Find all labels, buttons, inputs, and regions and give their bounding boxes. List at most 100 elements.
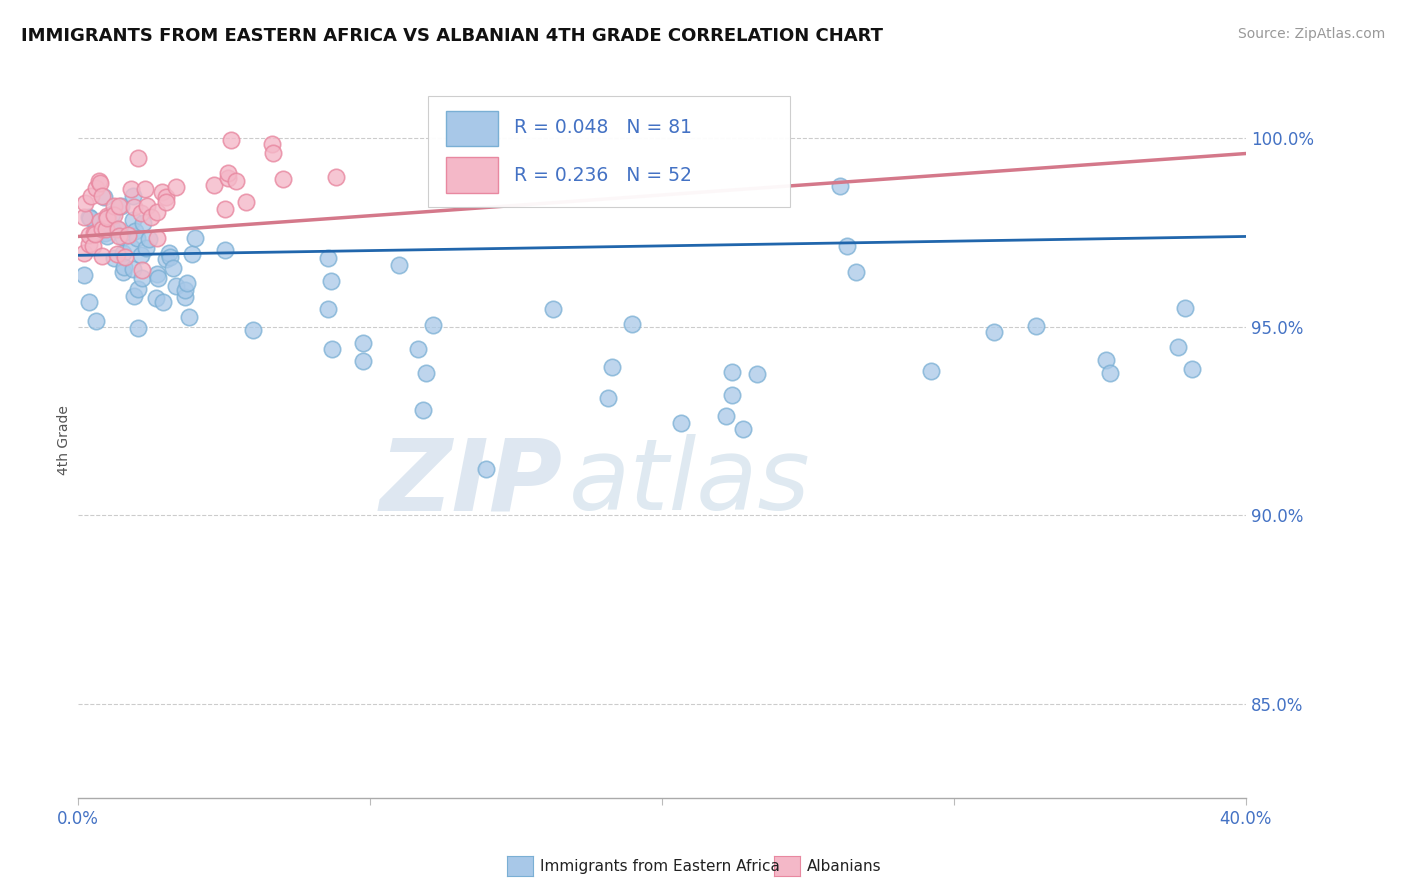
Point bbox=[96, 222, 118, 236]
Point bbox=[217, 166, 239, 180]
Point bbox=[132, 216, 155, 230]
Point bbox=[475, 462, 498, 476]
Point bbox=[1094, 352, 1116, 367]
Text: R = 0.048   N = 81: R = 0.048 N = 81 bbox=[513, 118, 692, 136]
FancyBboxPatch shape bbox=[429, 96, 790, 207]
Point bbox=[77, 295, 100, 310]
Point bbox=[131, 270, 153, 285]
Point bbox=[262, 136, 284, 151]
Point bbox=[107, 199, 129, 213]
Point bbox=[96, 229, 118, 244]
Point bbox=[845, 265, 868, 279]
Point bbox=[1167, 340, 1189, 354]
Point bbox=[96, 211, 118, 226]
Point bbox=[148, 270, 170, 285]
Point bbox=[114, 250, 136, 264]
Point bbox=[101, 220, 124, 235]
Point bbox=[387, 258, 409, 272]
Point bbox=[745, 367, 768, 381]
Point bbox=[830, 179, 852, 194]
Text: atlas: atlas bbox=[568, 434, 810, 532]
Point bbox=[225, 174, 247, 188]
Point bbox=[325, 169, 347, 184]
Point bbox=[159, 250, 181, 264]
Text: Source: ZipAtlas.com: Source: ZipAtlas.com bbox=[1237, 27, 1385, 41]
Point bbox=[112, 265, 135, 279]
Point bbox=[89, 214, 111, 228]
Point bbox=[135, 241, 157, 255]
Point bbox=[112, 260, 135, 275]
Point bbox=[620, 317, 643, 331]
Point bbox=[131, 263, 153, 277]
Point bbox=[541, 301, 564, 316]
Point bbox=[107, 221, 129, 235]
Point bbox=[122, 189, 145, 203]
Point bbox=[83, 227, 105, 241]
Point bbox=[669, 417, 692, 431]
Point bbox=[165, 279, 187, 293]
Point bbox=[412, 403, 434, 417]
Point bbox=[214, 202, 236, 216]
Point bbox=[242, 323, 264, 337]
FancyBboxPatch shape bbox=[446, 111, 499, 146]
Point bbox=[73, 246, 96, 260]
Point bbox=[596, 391, 619, 405]
Point bbox=[1181, 362, 1204, 376]
Point bbox=[316, 251, 339, 265]
Point bbox=[217, 171, 239, 186]
Point bbox=[100, 207, 122, 221]
Point bbox=[112, 229, 135, 244]
Point bbox=[157, 246, 180, 260]
Point bbox=[173, 290, 195, 304]
Point bbox=[415, 366, 437, 380]
Point bbox=[139, 210, 162, 224]
Point bbox=[1174, 301, 1197, 316]
Point bbox=[129, 248, 152, 262]
Point bbox=[91, 249, 114, 263]
Point bbox=[87, 174, 110, 188]
Point bbox=[600, 359, 623, 374]
Text: ZIP: ZIP bbox=[380, 434, 562, 532]
Point bbox=[1099, 366, 1122, 380]
Point bbox=[73, 211, 96, 225]
Point bbox=[176, 276, 198, 290]
Point bbox=[352, 353, 374, 368]
Point bbox=[321, 342, 343, 356]
Point bbox=[73, 196, 96, 211]
Point bbox=[262, 146, 284, 161]
Point bbox=[121, 262, 143, 277]
Point bbox=[219, 133, 242, 147]
Point bbox=[77, 210, 100, 224]
Point bbox=[733, 422, 755, 436]
Point bbox=[146, 204, 169, 219]
Point bbox=[111, 246, 134, 260]
Point bbox=[105, 221, 128, 235]
Point bbox=[138, 232, 160, 246]
Point bbox=[235, 195, 257, 210]
Point bbox=[103, 251, 125, 265]
Point bbox=[134, 181, 156, 195]
Point bbox=[127, 321, 149, 335]
Point bbox=[105, 246, 128, 260]
Point bbox=[117, 228, 139, 243]
Point bbox=[716, 409, 738, 423]
Point bbox=[91, 188, 114, 202]
Point bbox=[120, 240, 142, 254]
Point bbox=[352, 336, 374, 351]
Point bbox=[94, 226, 117, 240]
Point bbox=[408, 343, 430, 357]
Point bbox=[214, 244, 236, 258]
Point bbox=[79, 211, 101, 226]
Point bbox=[124, 224, 146, 238]
Point bbox=[125, 231, 148, 245]
Point bbox=[173, 283, 195, 297]
Point bbox=[150, 185, 173, 199]
Point bbox=[1025, 319, 1047, 334]
Point bbox=[271, 172, 294, 186]
Point bbox=[184, 230, 207, 244]
Point bbox=[983, 325, 1005, 339]
Point bbox=[84, 314, 107, 328]
Point bbox=[91, 222, 114, 236]
Point bbox=[155, 189, 177, 203]
Point bbox=[80, 189, 103, 203]
